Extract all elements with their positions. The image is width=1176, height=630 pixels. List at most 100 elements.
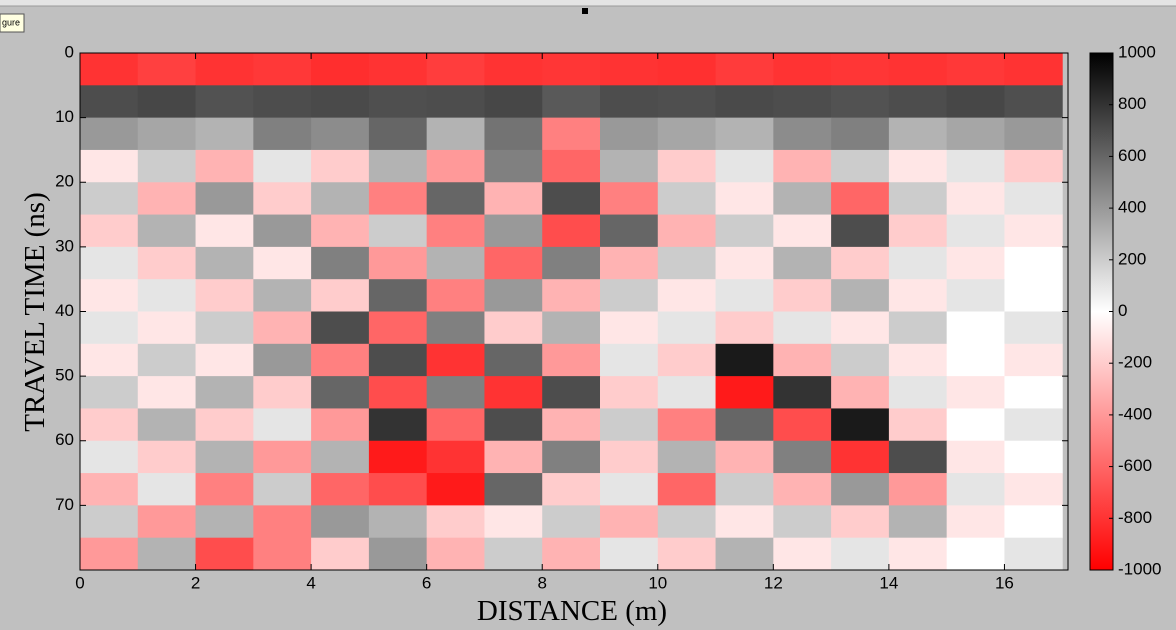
cell: [426, 149, 485, 183]
cell: [542, 85, 601, 119]
cell: [773, 149, 832, 183]
cell: [80, 85, 139, 119]
cell: [137, 149, 197, 183]
cell: [368, 182, 428, 216]
cell: [888, 214, 948, 248]
cell: [137, 440, 197, 474]
cell: [195, 85, 254, 119]
x-tick-label: 14: [879, 573, 898, 592]
cell: [600, 182, 659, 216]
cell: [137, 537, 197, 571]
cell: [888, 505, 948, 539]
cell: [715, 311, 774, 345]
cell: [368, 473, 428, 506]
cell: [542, 537, 601, 571]
cell: [1004, 343, 1063, 377]
cell: [600, 408, 659, 442]
cell: [773, 117, 832, 151]
cell: [137, 408, 197, 442]
cell: [311, 246, 370, 280]
cell: [426, 311, 485, 345]
cell: [600, 376, 659, 409]
y-tick-label: 0: [65, 42, 74, 61]
cell: [484, 473, 543, 506]
resize-handle[interactable]: [582, 8, 588, 14]
cell: [253, 505, 312, 539]
cell: [888, 182, 948, 216]
cell: [888, 85, 948, 119]
cell: [80, 440, 139, 474]
cell: [946, 473, 1005, 506]
cell: [715, 149, 774, 183]
cell: [195, 505, 254, 539]
cell: [1004, 149, 1063, 183]
cell: [80, 343, 139, 377]
cell: [657, 182, 717, 216]
cell: [657, 343, 717, 377]
cell: [946, 537, 1005, 571]
cell: [888, 343, 948, 377]
cell: [80, 182, 139, 216]
y-axis-label: TRAVEL TIME (ns): [19, 192, 51, 432]
cell: [773, 85, 832, 119]
cell: [311, 537, 370, 571]
cell: [946, 214, 1005, 248]
cell: [368, 537, 428, 571]
cell: [195, 440, 254, 474]
cell: [195, 246, 254, 280]
cell: [715, 408, 774, 442]
cell: [368, 85, 428, 119]
cell: [137, 279, 197, 312]
cell: [311, 53, 370, 86]
cell: [831, 182, 890, 216]
cell: [542, 117, 601, 151]
cell: [426, 182, 485, 216]
cell: [888, 408, 948, 442]
cell: [80, 376, 139, 409]
cell: [311, 440, 370, 474]
cell: [195, 149, 254, 183]
cell: [80, 537, 139, 571]
cell: [484, 343, 543, 377]
cell: [600, 537, 659, 571]
cell: [715, 246, 774, 280]
cell: [426, 343, 485, 377]
cell: [773, 214, 832, 248]
x-axis-label: DISTANCE (m): [477, 595, 667, 627]
cell: [600, 53, 659, 86]
cell: [311, 505, 370, 539]
cell: [253, 537, 312, 571]
cell: [542, 408, 601, 442]
cell: [368, 376, 428, 409]
cell: [773, 182, 832, 216]
cell: [600, 85, 659, 119]
cell: [80, 505, 139, 539]
cell: [657, 311, 717, 345]
cell: [773, 376, 832, 409]
cell: [137, 376, 197, 409]
cell: [600, 214, 659, 248]
cell: [80, 214, 139, 248]
cell: [426, 117, 485, 151]
cell: [1004, 440, 1063, 474]
cell: [1004, 182, 1063, 216]
y-tick-label: 10: [55, 107, 74, 126]
cell: [137, 214, 197, 248]
cell: [368, 311, 428, 345]
cell: [542, 53, 601, 86]
colorbar-tick-label: 0: [1118, 301, 1127, 320]
cell: [253, 311, 312, 345]
cell: [773, 311, 832, 345]
cell: [80, 473, 139, 506]
cell: [831, 311, 890, 345]
cell: [657, 505, 717, 539]
cell: [542, 279, 601, 312]
cell: [715, 376, 774, 409]
x-tick-label: 4: [306, 573, 315, 592]
cell: [657, 149, 717, 183]
cell: [368, 214, 428, 248]
cell: [1004, 279, 1063, 312]
cell: [253, 182, 312, 216]
cell: [542, 343, 601, 377]
